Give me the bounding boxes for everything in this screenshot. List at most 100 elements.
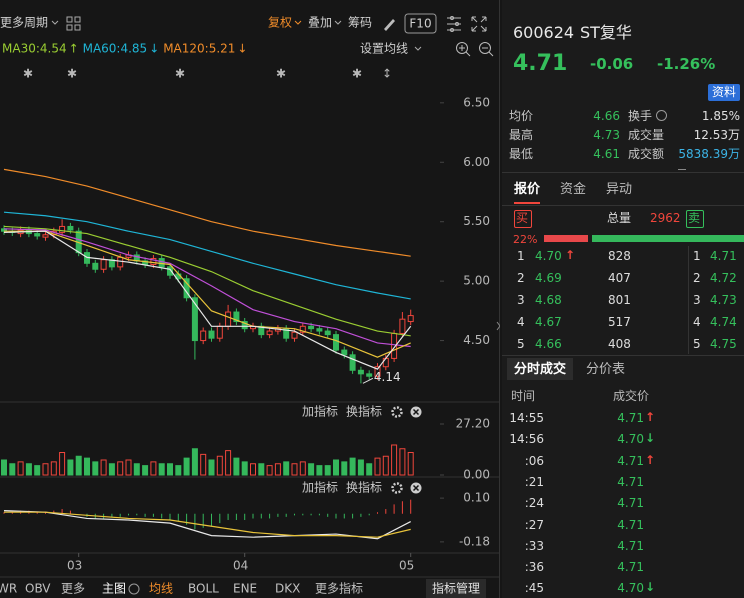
- bottom-tab[interactable]: DKX: [275, 582, 300, 596]
- bottom-tab[interactable]: 主图: [102, 582, 126, 596]
- settings-icon[interactable]: [447, 16, 461, 32]
- divider: [502, 355, 744, 356]
- trade-price: 4.71: [617, 538, 644, 553]
- panel-tool[interactable]: 换指标: [346, 480, 382, 495]
- period-selector[interactable]: 更多周期: [0, 16, 48, 30]
- stat-value: 4.61: [593, 147, 620, 161]
- info[interactable]: 资料: [712, 85, 737, 99]
- ma-legend: MA60:4.85: [83, 42, 148, 56]
- bottom-tab[interactable]: 均线: [149, 582, 173, 596]
- volume-bar: [34, 465, 41, 476]
- volume-bar: [117, 461, 124, 476]
- collapse-handle[interactable]: [496, 321, 500, 331]
- bid-price: 4.69: [535, 271, 562, 285]
- panel-tool[interactable]: 换指标: [346, 404, 382, 419]
- stat-value: 4.66: [593, 109, 620, 123]
- candle-body: [341, 349, 348, 356]
- chevron: [334, 20, 342, 25]
- chips[interactable]: 筹码: [348, 16, 372, 30]
- volume-bar: [316, 465, 323, 476]
- volume-bar: [349, 457, 356, 476]
- bottom-tab[interactable]: ENE: [233, 582, 257, 596]
- bid-level: 3: [517, 293, 525, 307]
- stat-value: 12.53万: [693, 128, 740, 142]
- bottom-tab[interactable]: 更多指标: [315, 581, 363, 596]
- brush-icon[interactable]: [384, 19, 395, 31]
- trade-arrow: ↑: [645, 410, 656, 424]
- manage-box[interactable]: [426, 579, 486, 598]
- fuquan[interactable]: 复权: [268, 16, 292, 30]
- trade-arrow: ↓: [645, 431, 656, 446]
- volume-bar: [142, 465, 149, 476]
- volume-bar: [291, 463, 298, 476]
- ma-line: [4, 230, 411, 358]
- total-label: 总量: [607, 211, 632, 225]
- candle-body: [333, 334, 339, 351]
- chart: 更多周期 复权 叠加 筹码 F10 设置均线 ✱ ✱ ✱ ✱ ✱ ↕ 指标管理 6.5…: [0, 0, 500, 598]
- indicator-manage[interactable]: 指标管理: [432, 581, 480, 596]
- bottom-tab[interactable]: OBV: [25, 582, 51, 596]
- ma-legend: MA30:4.54: [2, 42, 67, 56]
- volume-bar: [299, 461, 306, 476]
- gear-icon[interactable]: [391, 482, 403, 494]
- quote-tab[interactable]: 异动: [606, 182, 633, 197]
- bid-volume: 407: [608, 271, 631, 285]
- candle-body: [324, 330, 331, 336]
- y-tick-label: 5.50: [463, 214, 490, 228]
- bottom-tab[interactable]: BOLL: [188, 582, 219, 596]
- zoom-out[interactable]: [479, 42, 494, 57]
- candle-body: [316, 328, 323, 332]
- volume-bar: [208, 459, 215, 476]
- grid-icon[interactable]: [66, 16, 81, 31]
- bottom-tab[interactable]: 更多: [61, 582, 85, 596]
- candle-body: [42, 234, 49, 238]
- volume-bar: [191, 448, 198, 476]
- volume-bar: [366, 463, 373, 476]
- f10-box[interactable]: [404, 13, 437, 34]
- zoom-in[interactable]: [456, 42, 471, 57]
- panel-tool[interactable]: 加指标: [302, 404, 338, 419]
- volume-bar: [308, 463, 315, 476]
- event-markers[interactable]: ✱ ✱ ✱ ✱ ✱ ↕: [23, 67, 392, 81]
- bid-level: 1: [517, 249, 525, 263]
- trade-time: :36: [524, 560, 544, 575]
- trade-header: 时间: [511, 389, 536, 403]
- fullscreen-icon[interactable]: [471, 16, 487, 32]
- candle-body: [216, 325, 223, 339]
- volume-bar: [167, 463, 173, 476]
- volume-bar: [333, 459, 339, 476]
- volume-bar: [25, 463, 32, 476]
- f10[interactable]: F10: [409, 17, 431, 31]
- trade-tab[interactable]: 分时成交: [514, 362, 567, 377]
- bid-level: 2: [517, 271, 525, 285]
- panel-tool[interactable]: 加指标: [302, 480, 338, 495]
- volume-bar: [42, 463, 49, 476]
- candle-body: [374, 366, 381, 377]
- bid-level: 4: [517, 315, 525, 329]
- gear-icon[interactable]: [391, 406, 403, 418]
- volume-bar: [158, 463, 165, 476]
- ratio-buy-bar: [544, 235, 588, 242]
- candle-body: [59, 225, 66, 233]
- trade-tab[interactable]: 分价表: [586, 362, 626, 377]
- quote-tab[interactable]: 报价: [514, 182, 541, 197]
- overlay[interactable]: 叠加: [308, 16, 332, 30]
- bid-price: 4.68: [535, 293, 562, 307]
- volume-bar: [100, 459, 107, 476]
- volume-bar: [216, 455, 223, 476]
- ask-price: 4.74: [710, 315, 737, 329]
- quote-tab[interactable]: 资金: [560, 182, 587, 197]
- candle-body: [200, 330, 207, 342]
- bottom-tab[interactable]: WR: [0, 582, 17, 596]
- ask-price: 4.75: [710, 337, 737, 351]
- ma-settings[interactable]: 设置均线: [360, 42, 408, 56]
- y-tick-label: 27.20: [456, 417, 490, 431]
- volume-bar: [241, 461, 248, 476]
- svg-text:↕: ↕: [382, 67, 392, 81]
- candle-body: [357, 369, 364, 375]
- candle-body: [291, 331, 298, 339]
- stat-label: 均价: [509, 109, 534, 123]
- volume-bar: [183, 457, 190, 476]
- y-tick-label: 6.50: [463, 95, 490, 109]
- bid-price: 4.67: [535, 315, 562, 329]
